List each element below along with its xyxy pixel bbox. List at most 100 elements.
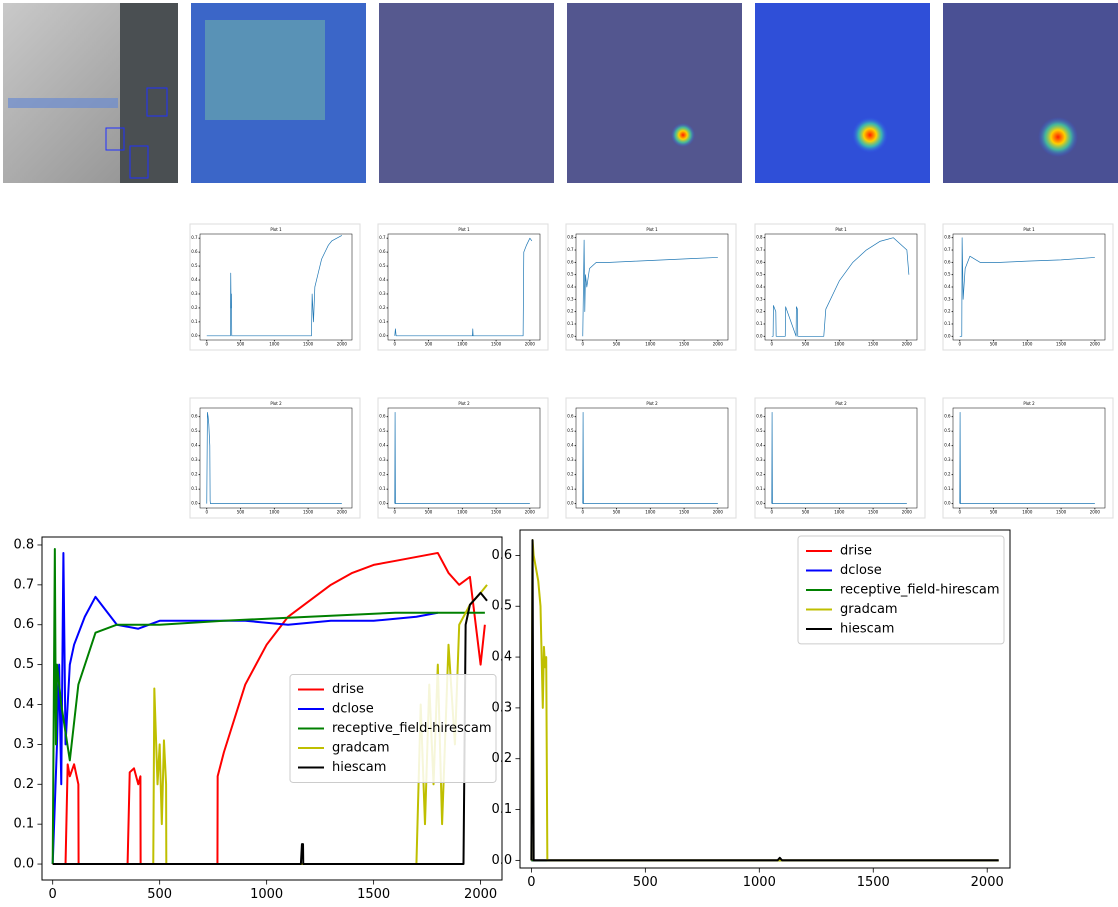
saliency-image [567,3,742,183]
x-tick-label: 1500 [868,341,879,346]
y-tick-label: 0.4 [191,277,198,282]
saliency-image [943,3,1118,183]
x-tick-label: 500 [633,875,658,890]
plot-frame [755,398,925,518]
y-tick-label: 0.0 [944,333,951,338]
y-tick-label: 0.2 [14,777,35,792]
legend-label: receptive_field-hirescam [332,721,492,736]
x-tick-label: 1000 [1022,509,1033,514]
plot-frame [378,224,548,350]
x-tick-label: 1500 [868,509,879,514]
x-tick-label: 2000 [337,509,348,514]
y-tick-label: 0.0 [191,333,198,338]
x-tick-label: 2000 [337,341,348,346]
x-tick-label: 500 [425,509,433,514]
y-tick-label: 0.5 [756,272,763,277]
y-tick-label: 0.7 [944,247,951,252]
legend-label: drise [332,682,364,697]
y-tick-label: 0.8 [944,235,951,240]
x-tick-label: 1000 [269,341,280,346]
y-tick-label: 0.4 [191,443,198,448]
y-tick-label: 0.4 [379,443,386,448]
y-tick-label: 0.4 [567,443,574,448]
y-tick-label: 0.3 [379,457,386,462]
x-tick-label: 2000 [902,509,913,514]
x-tick-label: 1500 [303,341,314,346]
legend-label: hiescam [332,760,386,775]
y-tick-label: 0.0 [756,501,763,506]
x-tick-label: 500 [613,341,621,346]
y-tick-label: 0.1 [191,319,198,324]
y-tick-label: 0.1 [756,486,763,491]
y-tick-label: 0.2 [492,751,513,766]
y-tick-label: 0.3 [756,296,763,301]
image-strip [3,3,1118,183]
chart-title: Plot 1 [835,227,847,232]
y-tick-label: 0.0 [567,501,574,506]
legend-label: drise [840,543,872,558]
y-tick-label: 0.1 [567,321,574,326]
y-tick-label: 0.2 [191,472,198,477]
y-tick-label: 0.5 [379,263,386,268]
y-tick-label: 0.0 [379,333,386,338]
y-tick-label: 0.1 [379,319,386,324]
x-tick-label: 500 [613,509,621,514]
y-tick-label: 0.2 [379,305,386,310]
y-tick-label: 0.8 [567,235,574,240]
x-tick-label: 1000 [457,341,468,346]
chart-title: Plot 2 [270,401,282,406]
y-tick-label: 0.6 [379,414,386,419]
y-tick-label: 0.3 [567,296,574,301]
y-tick-label: 0.4 [944,284,951,289]
chart-title: Plot 2 [1023,401,1035,406]
plot-frame [566,224,736,350]
chart-title: Plot 1 [458,227,470,232]
legend-label: dclose [840,563,882,578]
image-bridge [8,98,118,108]
y-tick-label: 0.0 [379,501,386,506]
x-tick-label: 1500 [491,509,502,514]
x-tick-label: 500 [990,341,998,346]
x-tick-label: 1500 [679,509,690,514]
x-tick-label: 2000 [902,341,913,346]
y-tick-label: 0.5 [944,428,951,433]
y-tick-label: 0.6 [756,259,763,264]
y-tick-label: 0.1 [944,486,951,491]
x-tick-label: 2000 [525,341,536,346]
y-tick-label: 0.2 [944,309,951,314]
x-tick-label: 1000 [269,509,280,514]
legend: drisedclosereceptive_field-hirescamgradc… [290,675,496,783]
y-tick-label: 0.5 [567,428,574,433]
chart-title: Plot 1 [646,227,658,232]
y-tick-label: 0.8 [14,537,35,552]
x-tick-label: 500 [147,887,172,902]
x-tick-label: 0 [527,875,535,890]
x-tick-label: 1000 [834,509,845,514]
heat-spot [1038,117,1078,157]
x-tick-label: 2000 [713,341,724,346]
y-tick-label: 0.4 [492,650,513,665]
y-tick-label: 0.3 [14,737,35,752]
plot-frame [190,398,360,518]
y-tick-label: 0.4 [14,697,35,712]
y-tick-label: 0.3 [944,296,951,301]
y-tick-label: 0.6 [567,414,574,419]
x-tick-label: 1500 [303,509,314,514]
y-tick-label: 0.0 [14,857,35,872]
x-tick-label: 2000 [525,509,536,514]
chart-title: Plot 1 [1023,227,1035,232]
y-tick-label: 0.5 [379,428,386,433]
x-tick-label: 1500 [1056,341,1067,346]
x-tick-label: 2000 [713,509,724,514]
x-tick-label: 1500 [357,887,390,902]
y-tick-label: 0.3 [379,291,386,296]
y-tick-label: 0.2 [379,472,386,477]
x-tick-label: 500 [425,341,433,346]
figure: Plot 1 0 500 1000 1500 2000 0.0 0.1 0.2 0.3 0.4 0.5… [0,0,1118,907]
x-tick-label: 1000 [743,875,776,890]
y-tick-label: 0.8 [756,235,763,240]
saliency-image [755,3,930,183]
plot-frame [190,224,360,350]
y-tick-label: 0.1 [567,486,574,491]
chart-title: Plot 2 [835,401,847,406]
